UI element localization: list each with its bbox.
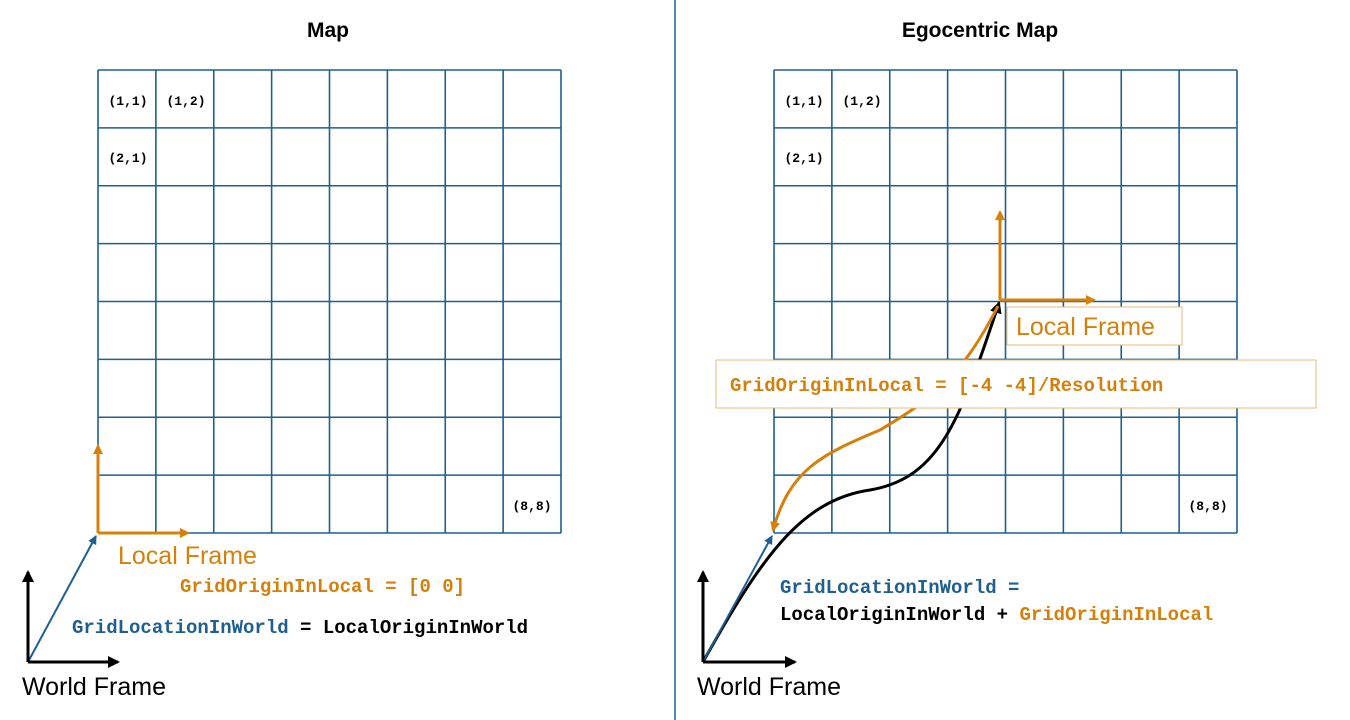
cell-label: (2,1) [108, 151, 147, 166]
cell-label: (1,1) [108, 94, 147, 109]
equation-part: LocalOriginInWorld + [780, 604, 1019, 626]
label-box [715, 359, 1317, 409]
offset-arrow [702, 535, 773, 663]
cell-label: (8,8) [1188, 499, 1227, 514]
equation-part: GridOriginInLocal [1019, 604, 1213, 626]
grids [97, 69, 1238, 534]
equation: GridOriginInLocal = [0 0] [180, 576, 465, 598]
offset-arrow [27, 535, 97, 663]
equation-part: = LocalOriginInWorld [289, 617, 528, 639]
label-box [1006, 306, 1183, 346]
world-frame-label: World Frame [22, 673, 166, 701]
equation: GridLocationInWorld = LocalOriginInWorld [72, 617, 528, 639]
equation-part: GridLocationInWorld [72, 617, 289, 639]
equation-part: GridLocationInWorld = [780, 577, 1019, 599]
cell-label: (8,8) [512, 499, 551, 514]
equation: GridOriginInLocal = [-4 -4]/Resolution [730, 375, 1163, 397]
panel-title: Map [307, 19, 349, 42]
cell-label: (1,1) [784, 94, 823, 109]
cell-label: (1,2) [166, 94, 205, 109]
equation: LocalOriginInWorld + GridOriginInLocal [780, 604, 1213, 626]
transform-curve [770, 305, 1000, 532]
cell-label: (2,1) [784, 151, 823, 166]
panel-title: Egocentric Map [902, 19, 1058, 42]
world-frame-label: World Frame [697, 673, 841, 701]
local-frame-label: Local Frame [1016, 313, 1155, 341]
local-frame-label: Local Frame [118, 542, 257, 570]
cell-label: (1,2) [842, 94, 881, 109]
